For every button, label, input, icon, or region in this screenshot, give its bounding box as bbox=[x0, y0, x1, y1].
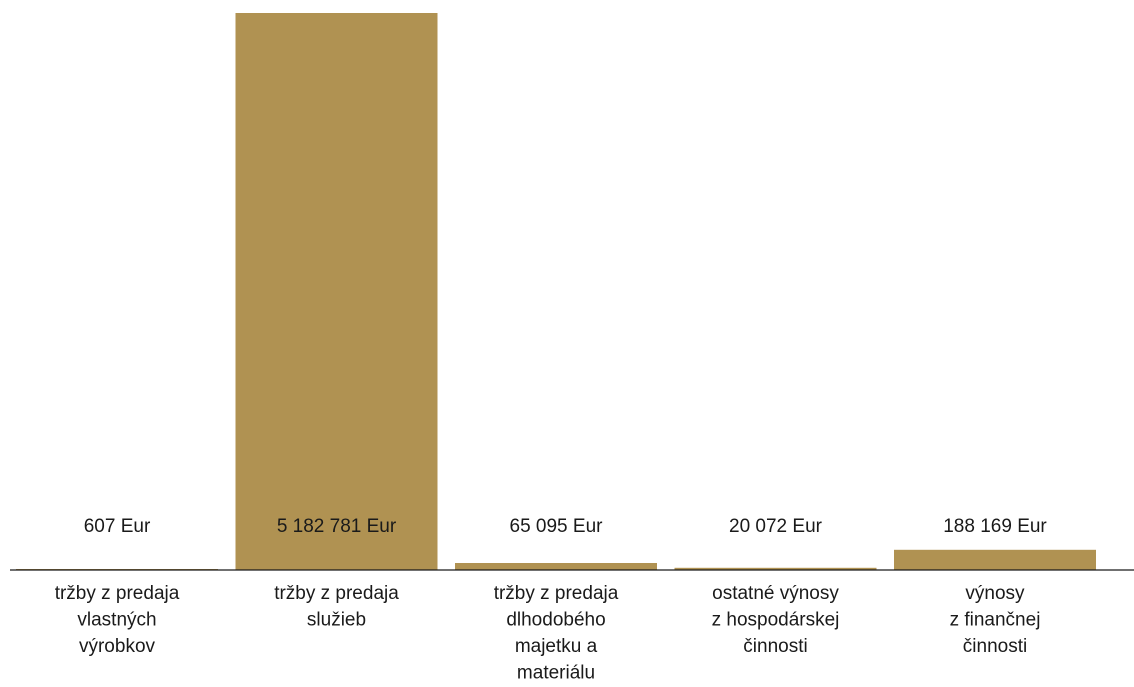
value-label-2: 65 095 Eur bbox=[510, 516, 604, 537]
category-label-0: tržby z predaja vlastných výrobkov bbox=[55, 583, 180, 657]
category-label-2-line-2: majetku a bbox=[515, 636, 598, 657]
category-label-2-line-3: materiálu bbox=[517, 663, 595, 684]
value-label-1: 5 182 781 Eur bbox=[277, 516, 397, 537]
bar-2 bbox=[455, 563, 657, 570]
value-label-0: 607 Eur bbox=[84, 516, 151, 537]
category-label-1-line-0: tržby z predaja bbox=[274, 583, 399, 604]
category-label-4-line-1: z finančnej bbox=[950, 610, 1041, 631]
category-label-3: ostatné výnosy z hospodárskej činnosti bbox=[712, 583, 840, 657]
category-label-4: výnosy z finančnej činnosti bbox=[950, 583, 1041, 657]
value-label-4: 188 169 Eur bbox=[943, 516, 1047, 537]
bar-3 bbox=[674, 567, 877, 570]
category-label-2: tržby z predaja dlhodobého majetku a materi… bbox=[494, 583, 619, 684]
bar-1 bbox=[235, 13, 438, 570]
category-label-0-line-1: vlastných bbox=[77, 610, 156, 631]
category-label-1: tržby z predaja služieb bbox=[274, 583, 399, 631]
value-label-3: 20 072 Eur bbox=[729, 516, 823, 537]
category-label-2-line-0: tržby z predaja bbox=[494, 583, 619, 604]
category-label-4-line-0: výnosy bbox=[965, 583, 1025, 604]
bars-group bbox=[16, 13, 1096, 570]
category-label-3-line-2: činnosti bbox=[743, 636, 807, 657]
bar-4 bbox=[894, 549, 1096, 570]
category-label-2-line-1: dlhodobého bbox=[506, 610, 605, 631]
value-labels-group: 607 Eur 5 182 781 Eur 65 095 Eur 20 072 Eur… bbox=[84, 516, 1048, 537]
category-label-3-line-0: ostatné výnosy bbox=[712, 583, 839, 604]
category-label-4-line-2: činnosti bbox=[963, 636, 1027, 657]
category-label-0-line-2: výrobkov bbox=[79, 636, 156, 657]
category-label-3-line-1: z hospodárskej bbox=[712, 610, 840, 631]
category-label-0-line-0: tržby z predaja bbox=[55, 583, 180, 604]
category-label-1-line-1: služieb bbox=[307, 610, 366, 631]
